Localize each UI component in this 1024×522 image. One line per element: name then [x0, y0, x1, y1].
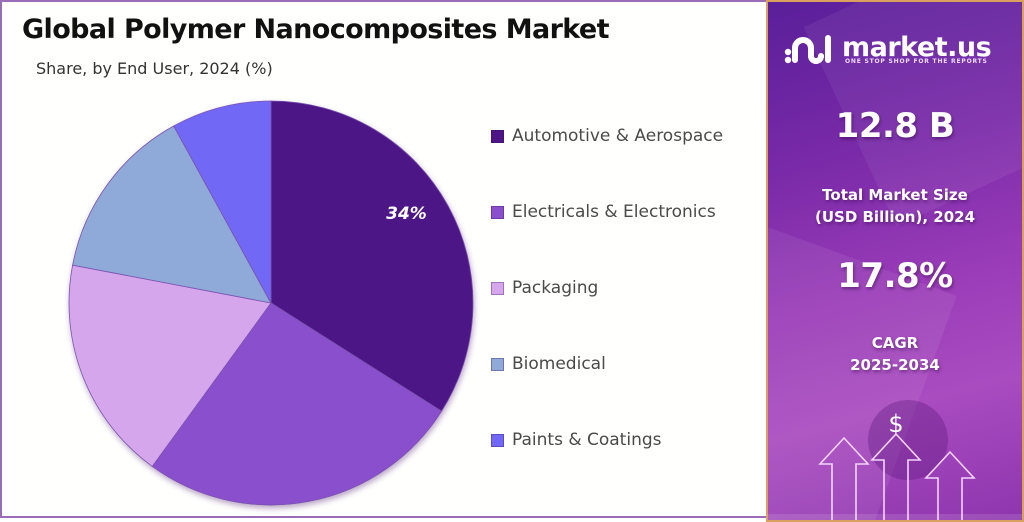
legend-label: Automotive & Aerospace — [512, 126, 724, 146]
pie-slice-automotive-aerospace — [270, 100, 474, 412]
legend-item-packaging: Packaging — [491, 278, 598, 298]
legend-item-paints-coatings: Paints & Coatings — [491, 430, 662, 450]
legend-label: Packaging — [512, 278, 599, 298]
legend-label: Biomedical — [512, 354, 606, 374]
pie-slice-biomedical — [72, 125, 272, 304]
market-size-label-line1: Total Market Size — [822, 186, 968, 204]
chart-subtitle: Share, by End User, 2024 (%) — [36, 59, 273, 78]
pie-chart: 34% — [64, 96, 478, 510]
market-size-label-line2: (USD Billion), 2024 — [814, 208, 976, 226]
legend-swatch — [491, 205, 504, 219]
legend-swatch — [491, 129, 504, 143]
cagr-label-line1: CAGR — [871, 334, 919, 352]
growth-arrows-icon: $ — [768, 410, 1022, 520]
pie-slice-packaging — [68, 264, 272, 467]
legend-label: Electricals & Electronics — [512, 202, 716, 222]
brand-tagline: ONE STOP SHOP FOR THE REPORTS — [845, 58, 988, 65]
cagr-value: 17.8% — [837, 256, 953, 296]
market-us-logo-icon — [784, 35, 831, 64]
cagr-label-line2: 2025-2034 — [850, 356, 940, 374]
pie-slice-electricals-electronics — [151, 302, 443, 506]
dollar-sign-icon: $ — [888, 410, 903, 438]
brand-logo: market.us — [784, 30, 992, 64]
chart-panel: Global Polymer Nanocomposites Market Sha… — [0, 0, 766, 518]
market-size-value: 12.8 B — [835, 106, 955, 146]
legend-swatch — [491, 281, 504, 295]
summary-sidebar: market.us ONE STOP SHOP FOR THE REPORTS … — [766, 0, 1024, 522]
brand-name: market.us — [842, 31, 992, 63]
legend-item-automotive-aerospace: Automotive & Aerospace — [491, 126, 723, 146]
legend-swatch — [491, 357, 504, 371]
legend-swatch — [491, 433, 504, 447]
slice-data-label: 34% — [386, 204, 427, 224]
pie-chart-svg: 34% — [68, 100, 474, 506]
legend-label: Paints & Coatings — [512, 430, 662, 450]
chart-title: Global Polymer Nanocomposites Market — [22, 14, 610, 45]
pie-slice-paints-coatings — [173, 100, 272, 304]
legend-item-biomedical: Biomedical — [491, 354, 606, 374]
legend-item-electricals-electronics: Electricals & Electronics — [491, 202, 716, 222]
